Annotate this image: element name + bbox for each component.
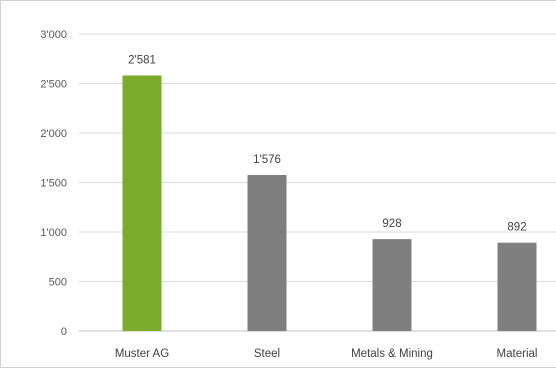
y-tick-label: 500: [49, 277, 67, 289]
data-label: 1'576: [253, 154, 281, 166]
data-label: 928: [382, 218, 401, 230]
category-label: Material: [497, 348, 538, 360]
category-label: Metals & Mining: [351, 348, 433, 360]
y-tick-label: 0: [61, 326, 67, 338]
bar: [372, 239, 412, 331]
y-tick-label: 1'000: [40, 227, 67, 239]
y-tick-label: 1'500: [40, 178, 67, 190]
data-label: 2'581: [128, 54, 156, 66]
category-label: Muster AG: [115, 348, 169, 360]
bar: [247, 174, 287, 331]
y-tick-label: 2'000: [40, 128, 67, 140]
bar: [122, 75, 162, 331]
y-tick-label: 3'000: [40, 29, 67, 41]
y-tick-label: 2'500: [40, 79, 67, 91]
category-label: Steel: [254, 348, 280, 360]
bar: [497, 242, 537, 331]
data-label: 892: [507, 222, 526, 234]
